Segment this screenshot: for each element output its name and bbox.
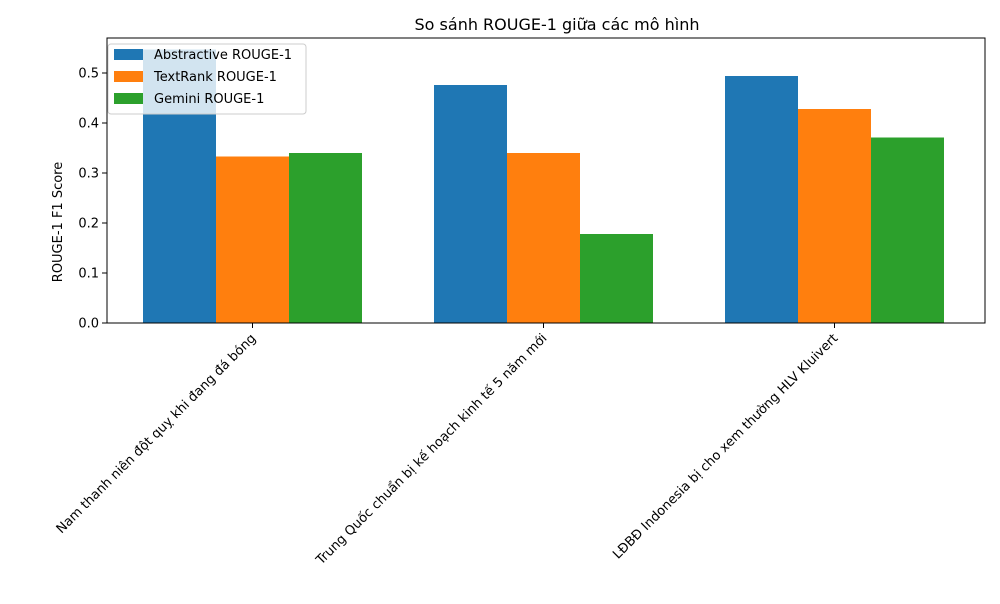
- y-tick-label: 0.3: [78, 167, 99, 182]
- x-tick-label: Nam thanh niên đột quỵ khi đang đá bóng: [54, 331, 260, 537]
- bar-series-3-category-3: [871, 137, 944, 323]
- legend-label: Gemini ROUGE-1: [154, 92, 264, 107]
- legend-label: Abstractive ROUGE-1: [154, 48, 292, 63]
- y-tick-label: 0.0: [78, 317, 99, 332]
- y-axis-ticks: 0.0 0.1 0.2 0.3 0.4 0.5: [78, 67, 107, 332]
- x-tick-label: LĐBĐ Indonesia bị cho xem thường HLV Klu…: [610, 331, 841, 562]
- bar-series-1-category-3: [725, 76, 798, 323]
- chart-title: So sánh ROUGE-1 giữa các mô hình: [415, 15, 700, 34]
- bar-series-2-category-3: [798, 109, 871, 323]
- legend: Abstractive ROUGE-1 TextRank ROUGE-1 Gemin…: [107, 43, 307, 115]
- legend-box: [107, 43, 307, 115]
- y-axis-label: ROUGE-1 F1 Score: [51, 162, 66, 282]
- y-tick-label: 0.4: [78, 117, 99, 132]
- bars-layer: [143, 49, 944, 323]
- bar-series-2-category-1: [216, 156, 289, 323]
- y-tick-label: 0.2: [78, 217, 99, 232]
- bar-series-3-category-2: [580, 234, 653, 323]
- plot-frame: [106, 37, 986, 324]
- bar-series-3-category-1: [289, 153, 362, 323]
- bar-series-1-category-2: [434, 85, 507, 323]
- x-tick-label: Trung Quốc chuẩn bị kế hoạch kinh tế 5 n…: [313, 331, 550, 568]
- legend-swatch: [114, 93, 143, 104]
- legend-swatch: [114, 49, 143, 60]
- y-tick-label: 0.1: [78, 267, 99, 282]
- y-tick-label: 0.5: [78, 67, 99, 82]
- x-axis-ticks: Nam thanh niên đột quỵ khi đang đá bóng T…: [54, 323, 841, 569]
- legend-label: TextRank ROUGE-1: [153, 70, 277, 85]
- bar-series-2-category-2: [507, 153, 580, 323]
- legend-swatch: [114, 71, 143, 82]
